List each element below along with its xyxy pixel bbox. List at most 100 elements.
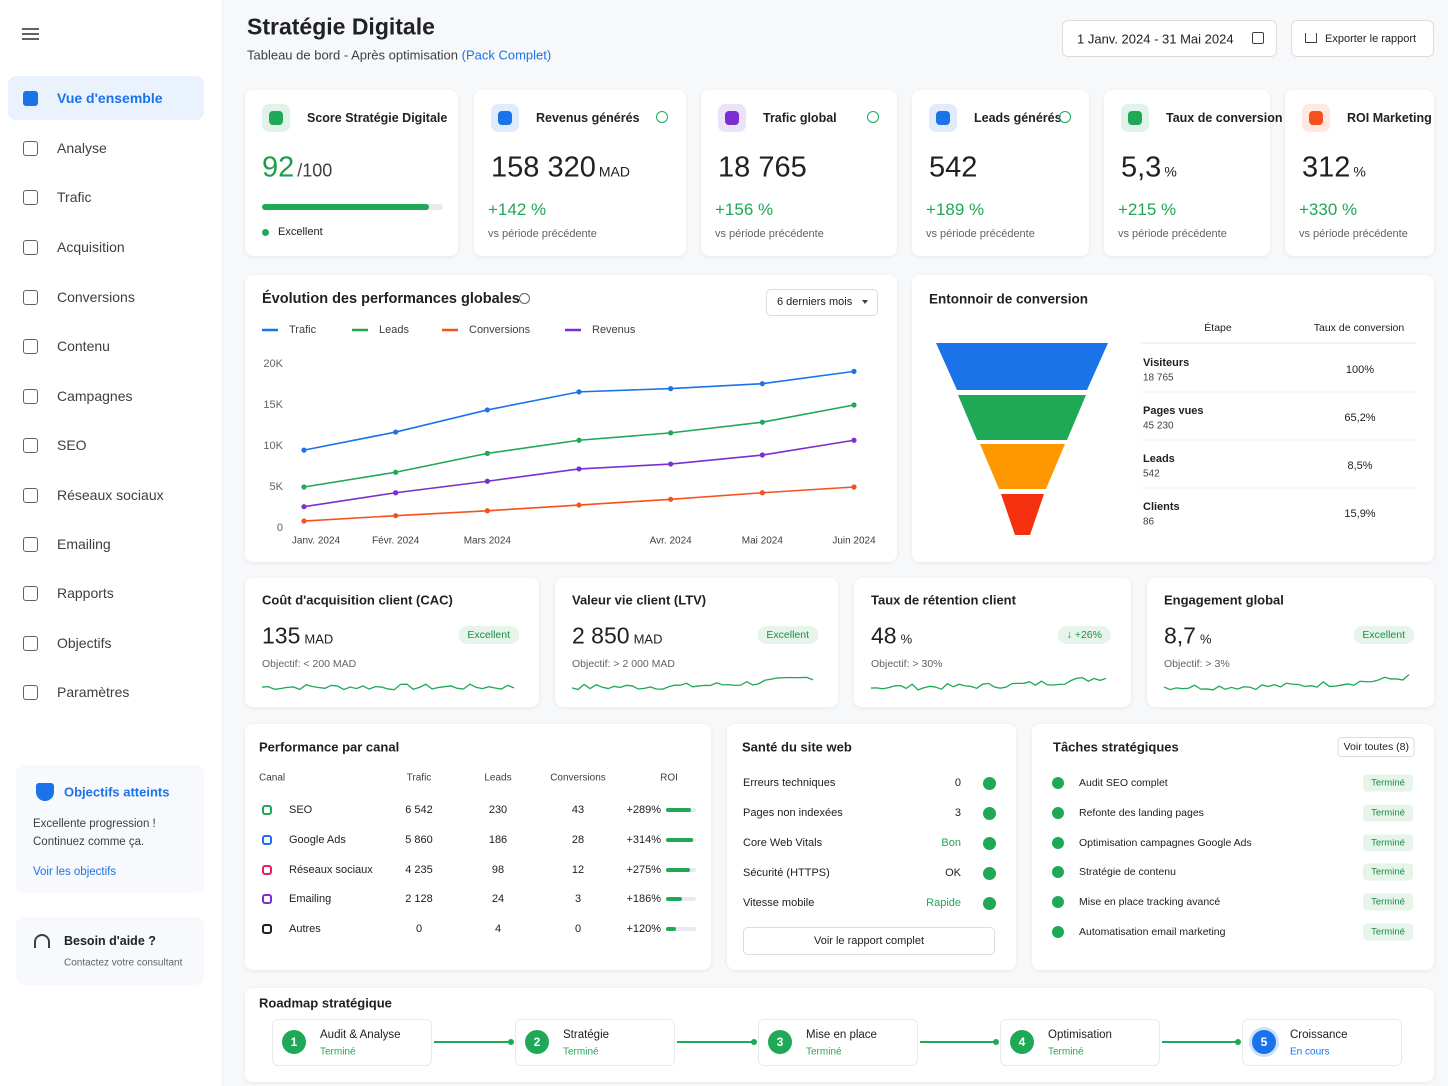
nav-item[interactable]: Acquisition — [57, 239, 125, 255]
date-range-button[interactable] — [1062, 20, 1277, 57]
channel-name: Autres — [289, 923, 321, 936]
chart-title: Évolution des performances globales — [262, 291, 520, 307]
funnel-rate: 65,2% — [1344, 412, 1376, 424]
page-title: Stratégie Digitale — [247, 13, 435, 40]
metric-value-row: 8,7% — [1164, 623, 1212, 650]
roadmap-connector — [434, 1041, 511, 1043]
goals-title: Objectifs atteints — [64, 784, 170, 800]
channel-roi: +275% — [626, 863, 661, 876]
metric-title: Engagement global — [1164, 592, 1284, 608]
kpi-icon-glyph — [1128, 111, 1142, 125]
task-check — [1052, 896, 1064, 909]
kpi-unit: % — [1164, 163, 1177, 180]
check-icon — [983, 807, 996, 820]
metric-title: Valeur vie client (LTV) — [572, 592, 707, 608]
report-button[interactable] — [743, 927, 995, 955]
kpi-change: +215 % — [1118, 200, 1177, 219]
channel-conversions: 28 — [571, 833, 585, 846]
kpi-unit: % — [1353, 163, 1366, 180]
channel-leads: 98 — [491, 863, 505, 876]
kpi-icon-glyph — [498, 111, 512, 125]
health-value: OK — [945, 867, 961, 879]
health-label: Pages non indexées — [743, 807, 843, 819]
roadmap-connector — [920, 1041, 996, 1043]
channel-column-header: Conversions — [550, 772, 606, 784]
nav-item[interactable]: Réseaux sociaux — [57, 487, 164, 503]
step-circle — [1252, 1030, 1276, 1054]
nav-icon — [23, 685, 38, 700]
nav-item[interactable]: Trafic — [57, 189, 92, 205]
tasks-button[interactable]: Voir toutes (8) — [1337, 737, 1415, 757]
metric-goal: Objectif: < 200 MAD — [262, 658, 357, 670]
kpi-change: +189 % — [926, 200, 985, 219]
kpi-info-icon — [656, 111, 668, 123]
metric-goal: Objectif: > 3% — [1164, 658, 1230, 670]
metric-value-row: 135 MAD — [262, 623, 333, 650]
channel-name: SEO — [289, 804, 313, 816]
metric-unit: MAD — [633, 631, 663, 647]
goals-link[interactable]: Voir les objectifs — [33, 866, 117, 878]
goals-text: Continuez comme ça. — [33, 836, 145, 848]
task-label: Audit SEO complet — [1079, 777, 1168, 789]
channel-traffic: 0 — [415, 923, 423, 936]
nav-icon — [23, 438, 38, 453]
step-status: Terminé — [1048, 1046, 1084, 1058]
nav-item[interactable]: Contenu — [57, 338, 110, 354]
funnel-stage-name: Visiteurs — [1143, 357, 1190, 369]
kpi-value: 312 — [1302, 151, 1351, 184]
nav-item[interactable]: Conversions — [57, 289, 135, 305]
step-name: Mise en place — [806, 1029, 877, 1041]
nav-item[interactable]: Analyse — [57, 140, 107, 156]
date-range: 1 Janv. 2024 - 31 Mai 2024 — [1077, 31, 1234, 47]
nav-item[interactable]: Vue d'ensemble — [57, 90, 163, 106]
goals-text: Excellente progression ! — [33, 818, 156, 830]
kpi-label: Leads générés — [974, 111, 1062, 125]
download-icon — [1305, 33, 1317, 43]
kpi-value-row: 18 765 — [718, 152, 807, 185]
channel-leads: 230 — [488, 804, 508, 816]
subtitle-text: Tableau de bord - Après optimisation — [247, 47, 459, 63]
funnel-header: Taux de conversion — [1313, 322, 1405, 334]
metric-value: 135 — [262, 622, 301, 649]
nav-item[interactable]: Rapports — [57, 585, 114, 601]
kpi-change: +142 % — [488, 200, 547, 219]
kpi-value: 18 765 — [718, 151, 807, 184]
kpi-note: vs période précédente — [1118, 228, 1227, 240]
site-health-title: Santé du site web — [742, 739, 852, 755]
channel-icon — [262, 834, 272, 845]
roi-track — [666, 927, 696, 932]
channels-card — [245, 724, 711, 970]
kpi-icon-glyph — [725, 111, 739, 125]
channel-name: Google Ads — [289, 833, 346, 846]
roadmap-connector — [677, 1041, 754, 1043]
step-status: Terminé — [320, 1046, 356, 1058]
kpi-icon-glyph — [269, 111, 283, 125]
kpi-value: 158 320 — [491, 151, 596, 184]
period-dropdown[interactable] — [766, 289, 878, 316]
step-circle — [1010, 1030, 1034, 1054]
nav-item[interactable]: Emailing — [57, 536, 111, 552]
roi-fill — [666, 808, 691, 812]
channel-name: Emailing — [289, 893, 332, 906]
nav-item[interactable]: Paramètres — [57, 684, 130, 700]
health-label: Core Web Vitals — [743, 837, 823, 849]
kpi-info-icon — [867, 111, 879, 123]
nav-icon — [23, 586, 38, 601]
channel-roi: +120% — [626, 923, 661, 936]
roadmap-title: Roadmap stratégique — [259, 995, 392, 1011]
funnel-stage-name: Clients — [1143, 501, 1180, 513]
channels-title: Performance par canal — [259, 739, 400, 755]
channel-icon — [262, 894, 272, 905]
menu-button[interactable] — [22, 28, 39, 40]
funnel-title: Entonnoir de conversion — [929, 291, 1089, 307]
check-icon — [983, 837, 996, 850]
health-value: 0 — [954, 777, 961, 789]
nav-item[interactable]: Objectifs — [57, 635, 112, 651]
metric-badge: Excellent — [1353, 626, 1414, 644]
nav-item[interactable]: SEO — [57, 437, 87, 453]
metric-badge: ↓ +26% — [1057, 626, 1111, 644]
nav-item[interactable]: Campagnes — [57, 388, 133, 404]
export-button[interactable] — [1291, 20, 1434, 57]
help-title: Besoin d'aide ? — [64, 934, 156, 948]
step-circle — [768, 1030, 792, 1054]
